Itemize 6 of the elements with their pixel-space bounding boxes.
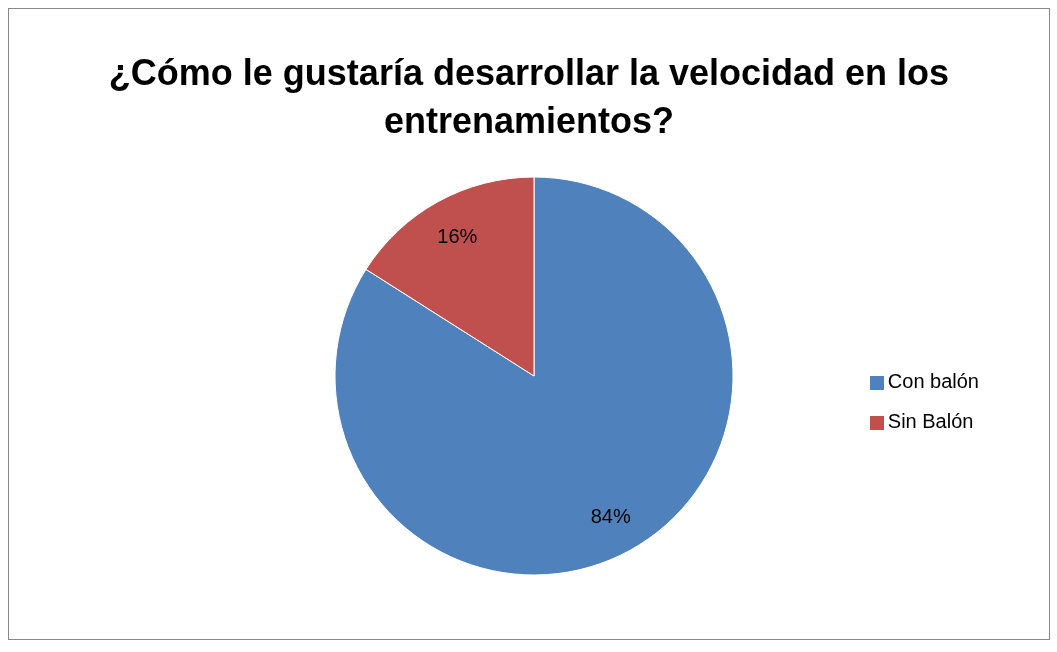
data-label: 84% [590, 504, 631, 527]
legend-label: Sin Balón [887, 410, 974, 432]
chart-title: ¿Cómo le gustaría desarrollar la velocidad en los entrenamientos? [107, 51, 951, 143]
data-label: 16% [437, 225, 478, 248]
pie-slice [334, 176, 734, 576]
legend-label: Con balón [887, 370, 979, 392]
